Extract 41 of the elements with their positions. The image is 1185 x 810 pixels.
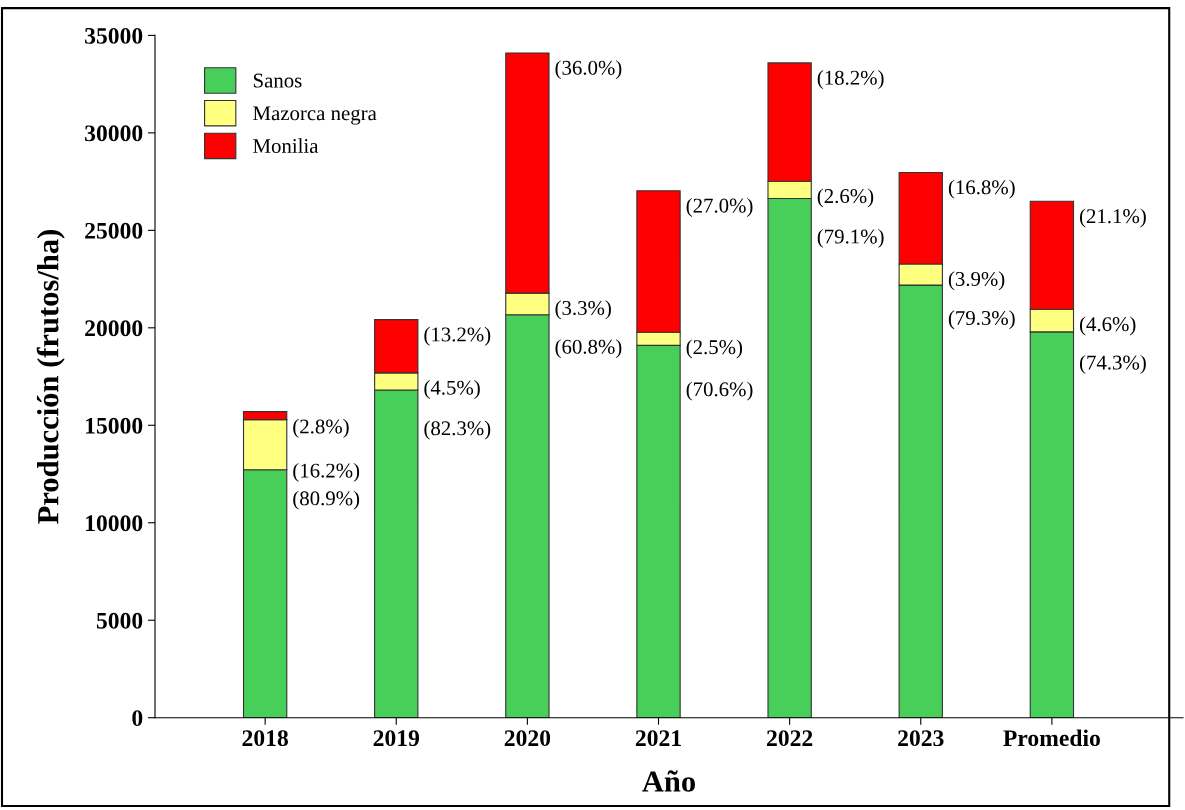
y-tick-label: 25000 [85, 222, 143, 239]
x-axis-title: Año [642, 770, 695, 792]
annotation: (16.8%) [948, 179, 1015, 199]
annotation: (18.2%) [817, 70, 884, 89]
y-tick-label: 30000 [85, 125, 143, 142]
annotation: (79.1%) [817, 228, 884, 248]
x-tick-label: Promedio [1003, 729, 1100, 747]
y-tick-label: 0 [132, 710, 143, 727]
y-tick-label: 15000 [86, 417, 143, 434]
x-tick-label: 2018 [242, 730, 288, 747]
legend-label: Sanos [253, 73, 302, 88]
annotation: (74.3%) [1079, 354, 1146, 374]
y-tick-label: 20000 [85, 320, 143, 337]
annotation: (16.2%) [293, 462, 360, 482]
legend-label: Mazorca negra [253, 106, 377, 125]
x-tick-label: 2022 [767, 730, 813, 747]
annotation: (60.8%) [555, 339, 622, 359]
annotation: (4.6%) [1079, 316, 1136, 336]
x-tick-label: 2023 [898, 730, 944, 747]
annotation: (2.8%) [293, 418, 349, 438]
legend-label: Monilia [253, 138, 319, 153]
annotation: (21.1%) [1079, 208, 1146, 228]
annotation: (80.9%) [293, 490, 360, 510]
y-tick-label: 35000 [85, 27, 143, 44]
annotation: (13.2%) [424, 326, 491, 346]
annotation: (3.9%) [948, 271, 1005, 291]
y-axis-title: Producción (frutos/ha) [36, 230, 65, 524]
annotation: (82.3%) [424, 420, 491, 440]
y-tick-label: 10000 [86, 515, 143, 532]
annotation: (36.0%) [555, 60, 622, 80]
annotation: (2.6%) [817, 188, 874, 208]
annotation: (70.6%) [686, 381, 753, 401]
y-tick-label: 5000 [96, 612, 143, 629]
annotation: (3.3%) [555, 300, 611, 320]
annotation: (2.5%) [686, 339, 743, 359]
x-tick-label: 2020 [504, 730, 551, 747]
x-tick-label: 2019 [373, 730, 420, 747]
annotation: (4.5%) [424, 380, 480, 399]
x-tick-label: 2021 [635, 730, 681, 747]
annotation: (79.3%) [948, 310, 1015, 330]
annotation: (27.0%) [686, 197, 753, 217]
